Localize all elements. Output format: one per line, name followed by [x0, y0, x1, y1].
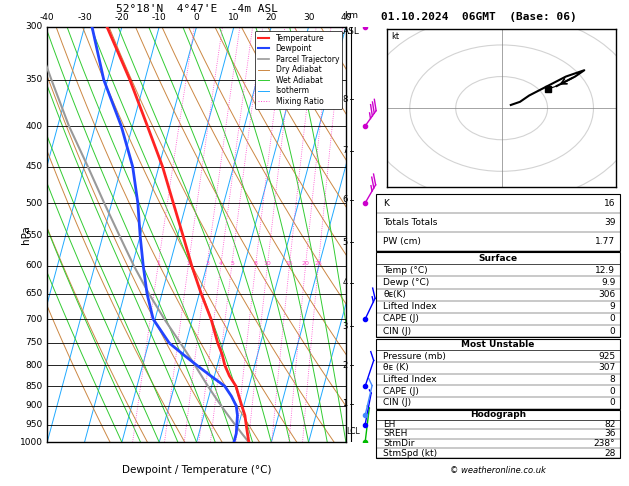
Bar: [376, 252, 620, 337]
Text: K: K: [384, 199, 389, 208]
Text: 5: 5: [343, 238, 348, 247]
Text: 30: 30: [303, 13, 314, 22]
Text: 82: 82: [604, 420, 615, 429]
Text: CAPE (J): CAPE (J): [384, 314, 420, 324]
Text: -10: -10: [152, 13, 167, 22]
Text: 15: 15: [286, 260, 294, 265]
Text: 6: 6: [342, 195, 348, 204]
Text: 238°: 238°: [594, 439, 615, 448]
Text: 850: 850: [25, 382, 43, 391]
Text: -20: -20: [114, 13, 129, 22]
Text: Dewpoint / Temperature (°C): Dewpoint / Temperature (°C): [122, 465, 271, 475]
Legend: Temperature, Dewpoint, Parcel Trajectory, Dry Adiabat, Wet Adiabat, Isotherm, Mi: Temperature, Dewpoint, Parcel Trajectory…: [255, 31, 342, 109]
Text: 2: 2: [343, 361, 348, 370]
Text: EH: EH: [384, 420, 396, 429]
Text: 52°18'N  4°47'E  -4m ASL: 52°18'N 4°47'E -4m ASL: [116, 4, 277, 14]
Bar: [376, 339, 620, 409]
Text: 25: 25: [314, 260, 323, 265]
Text: StmDir: StmDir: [384, 439, 415, 448]
Text: Lifted Index: Lifted Index: [384, 302, 437, 312]
Text: θᴇ(K): θᴇ(K): [384, 290, 406, 299]
Text: 1000: 1000: [19, 438, 43, 447]
Text: km: km: [344, 12, 359, 20]
Text: Pressure (mb): Pressure (mb): [384, 351, 447, 361]
Bar: [376, 194, 620, 251]
Text: Lifted Index: Lifted Index: [384, 375, 437, 384]
Text: hPa: hPa: [21, 225, 31, 244]
Text: 8: 8: [610, 375, 615, 384]
Text: 300: 300: [25, 22, 43, 31]
Text: Hodograph: Hodograph: [470, 410, 526, 419]
Text: SREH: SREH: [384, 430, 408, 438]
Text: 350: 350: [25, 75, 43, 85]
Text: 4: 4: [219, 260, 223, 265]
Text: 9: 9: [610, 302, 615, 312]
Text: 20: 20: [302, 260, 309, 265]
Text: © weatheronline.co.uk: © weatheronline.co.uk: [450, 466, 546, 475]
Text: Totals Totals: Totals Totals: [384, 218, 438, 227]
Text: -40: -40: [40, 13, 55, 22]
Text: Temp (°C): Temp (°C): [384, 266, 428, 275]
Text: ASL: ASL: [343, 27, 360, 36]
Bar: [376, 410, 620, 458]
Text: 8: 8: [254, 260, 258, 265]
Text: 0: 0: [610, 398, 615, 407]
Text: 600: 600: [25, 261, 43, 270]
Text: 40: 40: [340, 13, 352, 22]
Text: 1: 1: [157, 260, 160, 265]
Text: 500: 500: [25, 199, 43, 208]
Text: CIN (J): CIN (J): [384, 327, 411, 336]
Text: 10: 10: [264, 260, 272, 265]
Text: 925: 925: [598, 351, 615, 361]
Text: 5: 5: [230, 260, 234, 265]
Text: 4: 4: [343, 278, 348, 287]
Text: 0: 0: [610, 314, 615, 324]
Text: PW (cm): PW (cm): [384, 237, 421, 246]
Text: 700: 700: [25, 314, 43, 324]
Text: 01.10.2024  06GMT  (Base: 06): 01.10.2024 06GMT (Base: 06): [381, 12, 576, 22]
Text: 0: 0: [610, 327, 615, 336]
Text: 7: 7: [342, 146, 348, 156]
Text: 0: 0: [610, 386, 615, 396]
Text: CIN (J): CIN (J): [384, 398, 411, 407]
Text: 28: 28: [604, 449, 615, 458]
Text: 8: 8: [342, 95, 348, 104]
Text: 550: 550: [25, 231, 43, 241]
Text: 39: 39: [604, 218, 615, 227]
Text: 36: 36: [604, 430, 615, 438]
Text: 3: 3: [205, 260, 209, 265]
Text: LCL: LCL: [347, 427, 360, 436]
Text: 2: 2: [187, 260, 191, 265]
Text: 307: 307: [598, 363, 615, 372]
Text: 1: 1: [343, 399, 348, 408]
Text: 3: 3: [342, 322, 348, 331]
Text: 450: 450: [26, 162, 43, 171]
Text: θᴇ (K): θᴇ (K): [384, 363, 409, 372]
Text: 9.9: 9.9: [601, 278, 615, 287]
Text: Most Unstable: Most Unstable: [462, 340, 535, 349]
Text: 400: 400: [26, 122, 43, 131]
Text: Dewp (°C): Dewp (°C): [384, 278, 430, 287]
Text: 800: 800: [25, 361, 43, 370]
Text: 1.77: 1.77: [595, 237, 615, 246]
Text: 0: 0: [194, 13, 199, 22]
Text: 10: 10: [228, 13, 240, 22]
Text: -30: -30: [77, 13, 92, 22]
Text: 950: 950: [25, 420, 43, 429]
Text: StmSpd (kt): StmSpd (kt): [384, 449, 438, 458]
Text: 650: 650: [25, 289, 43, 298]
Text: 12.9: 12.9: [595, 266, 615, 275]
Text: Surface: Surface: [479, 254, 518, 262]
Text: 306: 306: [598, 290, 615, 299]
Text: kt: kt: [391, 32, 399, 41]
Text: 750: 750: [25, 338, 43, 347]
Text: 16: 16: [604, 199, 615, 208]
Text: 900: 900: [25, 401, 43, 410]
Text: Mixing Ratio (g/kg): Mixing Ratio (g/kg): [377, 198, 386, 271]
Text: 20: 20: [265, 13, 277, 22]
Text: CAPE (J): CAPE (J): [384, 386, 420, 396]
